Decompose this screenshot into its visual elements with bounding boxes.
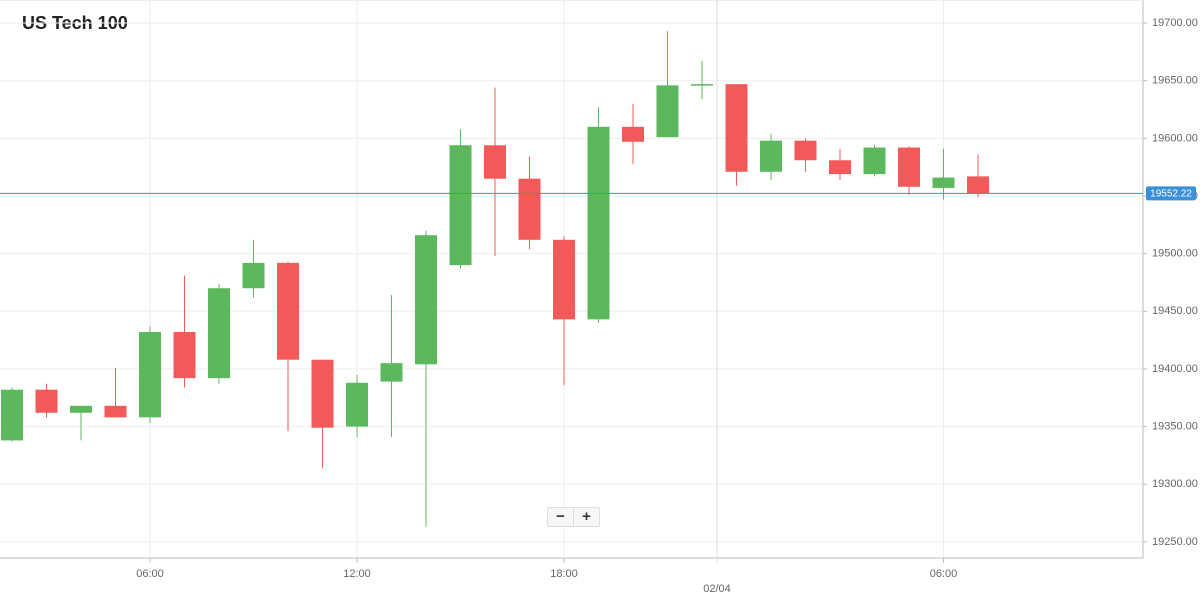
- y-tick-label: 19600.00: [1152, 132, 1198, 144]
- candle-body: [553, 239, 575, 320]
- candle-body: [484, 145, 506, 179]
- candle-body: [794, 140, 817, 161]
- candle-body: [863, 147, 886, 175]
- candle-body: [622, 126, 644, 142]
- candle-body: [139, 332, 161, 418]
- current-price-label: 19552.22: [1150, 189, 1192, 200]
- candle-body: [829, 160, 851, 175]
- candle-body: [967, 176, 989, 194]
- candle-body: [208, 288, 230, 379]
- grid: [0, 0, 1143, 558]
- candle-body: [898, 147, 920, 187]
- candle-body: [35, 389, 58, 413]
- y-tick-label: 19350.00: [1152, 420, 1198, 432]
- y-tick-label: 19650.00: [1152, 75, 1198, 87]
- candle-body: [242, 262, 265, 289]
- candle-body: [104, 405, 127, 418]
- date-label: 02/04: [703, 583, 731, 595]
- y-tick-label: 19250.00: [1152, 536, 1198, 548]
- x-tick-label: 18:00: [550, 568, 578, 580]
- x-tick-label: 06:00: [930, 568, 958, 580]
- zoom-in-button[interactable]: +: [582, 508, 591, 525]
- candle-body: [587, 126, 610, 320]
- zoom-out-button[interactable]: −: [548, 508, 574, 526]
- candle-body: [725, 84, 748, 172]
- y-tick-label: 19400.00: [1152, 363, 1198, 375]
- y-tick-label: 19450.00: [1152, 305, 1198, 317]
- x-tick-label: 12:00: [343, 568, 371, 580]
- candle-body: [346, 382, 368, 427]
- candle-body: [380, 363, 403, 382]
- y-tick-label: 19500.00: [1152, 248, 1198, 260]
- candle-body: [415, 235, 437, 365]
- candle-body: [311, 359, 334, 428]
- x-tick-label: 06:00: [136, 568, 164, 580]
- candle-body: [932, 177, 955, 188]
- candle-body: [173, 332, 196, 379]
- candle-body: [449, 145, 472, 266]
- current-price-box: [1146, 186, 1196, 201]
- candle-body: [518, 178, 541, 240]
- candle-body: [691, 84, 713, 86]
- candle-body: [70, 405, 92, 413]
- y-tick-label: 19300.00: [1152, 478, 1198, 490]
- candle-body: [656, 85, 679, 138]
- y-tick-label: 19700.00: [1152, 17, 1198, 29]
- zoom-controls: − +: [547, 507, 600, 527]
- candle-body: [760, 140, 782, 172]
- candle-body: [1, 389, 23, 441]
- candle-body: [277, 262, 299, 360]
